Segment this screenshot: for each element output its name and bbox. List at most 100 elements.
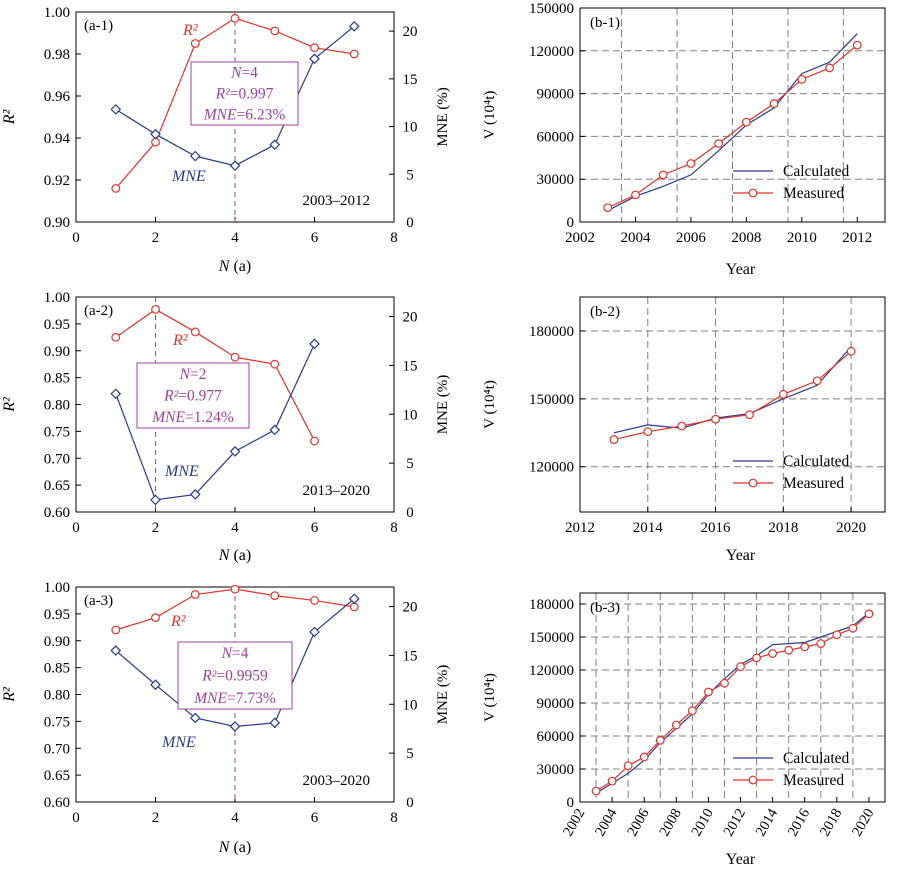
x-axis-label: Year [726,851,756,868]
measured-point [720,678,729,688]
x-tick-label: 2008 [731,230,761,246]
y-right-tick-label: 15 [403,648,418,664]
r2-point [310,596,319,605]
annotation-mne-equals: = [185,409,194,426]
legend-marker-measured [748,775,758,785]
measured-point [677,421,687,431]
r2-point [349,49,359,59]
measured-point [752,653,761,663]
y-axis-label: V (10⁴t) [482,380,498,429]
x-tick-label: 2018 [768,520,798,536]
x-tick-label: 0 [72,230,80,246]
r2-point [111,332,121,342]
annotation-n-symbol: N [221,645,234,662]
measured-point [639,752,649,762]
panel-label: (b-3) [590,600,620,616]
mne-point [269,424,281,436]
y-right-tick-label: 10 [403,697,418,713]
annotation-n: N=4 [221,645,249,662]
y-left-tick-label: 0.60 [44,505,70,521]
y-left-tick-label: 0.75 [44,714,70,730]
x-tick-label: 2 [152,810,160,826]
x-tick-label: 2014 [633,520,664,536]
mne-point [189,712,201,724]
x-axis-label-unit: (a) [229,839,251,856]
panel-b3: 2002 2004 2006 2008 2010 2012 2014 2016 2018 2020… [482,592,886,868]
annotation-r2: R²=0.977 [163,388,222,405]
panel-a2: 0 2 4 6 8 0.60 0.65 0.70 0.75 0.80 0.85 0.90 0.95 1.0… [1,290,451,564]
r2-point [270,26,280,36]
measured-point [711,414,720,424]
calculated-series-line [613,346,852,434]
annotation-r2-symbol: R² [163,388,178,405]
mne-point [110,645,122,656]
mne-point [309,338,320,350]
annotation-mne-symbol: MNE [193,690,227,707]
annotation-r2: R²=0.9959 [201,668,268,685]
y-tick-label: 180000 [529,597,574,613]
annotation-n-equals: = [232,645,241,662]
y-left-tick-label: 0.80 [44,688,70,704]
x-tick-label: 4 [231,810,239,826]
period-label: 2013–2020 [303,483,371,499]
period-label: 2003–2012 [303,193,371,209]
mne-point [150,494,161,506]
y-left-tick-label: 0.95 [44,317,70,333]
mne-series-label: MNE [171,168,206,185]
measured-point [714,139,724,148]
y-tick-label: 120000 [529,663,574,679]
x-tick-label: 8 [390,230,398,246]
r2-point [230,352,240,362]
y-right-tick-label: 0 [406,215,414,231]
y-left-axis-label: R² [1,109,18,126]
y-tick-label: 60000 [537,729,575,745]
legend-marker-measured [748,478,758,488]
y-left-tick-label: 1.00 [44,580,70,596]
annotation-mne-symbol: MNE [151,409,185,426]
x-tick-label: 2 [152,520,160,536]
annotation-mne-equals: = [227,690,236,707]
x-tick-label: 2020 [836,520,866,536]
measured-point [687,706,697,716]
x-tick-label: 2002 [565,230,595,246]
x-axis-label: Year [726,261,756,278]
x-tick-label: 0 [72,810,80,826]
measured-point [778,389,788,399]
measured-point [846,346,856,356]
mne-point [269,717,281,729]
panel-label: (a-1) [84,18,113,34]
y-right-tick-label: 20 [403,310,418,326]
measured-point [623,761,633,771]
y-axis-label: V (10⁴t) [482,673,498,722]
measured-point [852,40,862,50]
annotation-box [136,362,250,429]
panel-label: (b-1) [590,15,620,31]
legend-label-measured: Measured [783,475,844,492]
x-axis-label-var: N [218,547,231,564]
measured-point [607,776,617,786]
mne-series-label: MNE [161,734,196,751]
r2-point [310,436,319,446]
r2-point [310,43,319,53]
y-right-tick-label: 10 [403,407,418,423]
annotation-mne: MNE=1.24% [151,409,234,426]
panel-a3: 0 2 4 6 8 0.60 0.65 0.70 0.75 0.80 0.85 0.90 0.95 1.0… [1,580,451,856]
annotation-n: N=2 [179,366,207,383]
y-left-tick-label: 0.60 [44,795,70,811]
annotation-n-value: 2 [199,366,207,383]
y-tick-label: 150000 [529,392,574,408]
y-tick-label: 120000 [529,460,574,476]
measured-point [812,376,822,386]
annotation-r2-equals: = [178,388,187,405]
y-tick-label: 0 [567,215,575,231]
panel-b1: 2002 2004 2006 2008 2010 2012 0 30000 60000 90000… [482,1,886,278]
annotation-r2-value: 0.977 [187,388,222,405]
panel-a1: 0 2 4 6 8 0.90 0.92 0.94 0.96 0.98 1.00 0 5 10 15 20 R² M… [1,5,451,275]
y-left-axis-label: R² [1,396,18,413]
measured-point [848,623,858,633]
y-left-tick-label: 0.80 [44,398,70,414]
x-tick-label: 2002 [560,806,588,839]
annotation-mne-value: 6.23% [245,107,285,124]
legend-label-measured: Measured [783,185,844,202]
panel-b2: 2012 2014 2016 2018 2020 120000 150000 180000 V … [482,296,886,564]
